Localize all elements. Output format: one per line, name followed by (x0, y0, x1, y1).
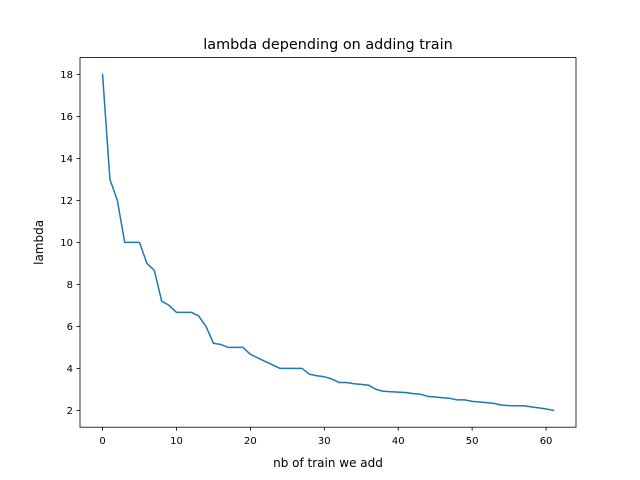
y-axis-label: lambda (32, 220, 46, 265)
x-axis: 0 10 20 30 40 50 60 (99, 427, 552, 447)
y-tick-label: 2 (67, 406, 73, 417)
x-tick-label: 30 (318, 436, 331, 447)
x-tick-label: 0 (99, 436, 105, 447)
axes-frame (79, 57, 577, 428)
plot-area (101, 73, 555, 412)
y-tick-label: 16 (60, 112, 73, 123)
chart-title: lambda depending on adding train (203, 37, 452, 53)
y-axis: 2 4 6 8 10 12 14 16 18 (60, 70, 80, 417)
y-tick-label: 18 (60, 70, 73, 81)
y-tick-label: 4 (67, 364, 73, 375)
x-tick-label: 10 (170, 436, 183, 447)
x-tick-label: 20 (244, 436, 257, 447)
y-tick-label: 14 (60, 154, 73, 165)
y-tick-label: 12 (60, 196, 73, 207)
y-tick-label: 6 (67, 322, 73, 333)
x-tick-label: 50 (466, 436, 479, 447)
x-tick-label: 60 (540, 436, 553, 447)
x-tick-label: 40 (392, 436, 405, 447)
x-axis-label: nb of train we add (273, 456, 383, 470)
series-line-lambda (101, 73, 555, 412)
y-tick-label: 8 (67, 280, 73, 291)
y-tick-label: 10 (60, 238, 73, 249)
